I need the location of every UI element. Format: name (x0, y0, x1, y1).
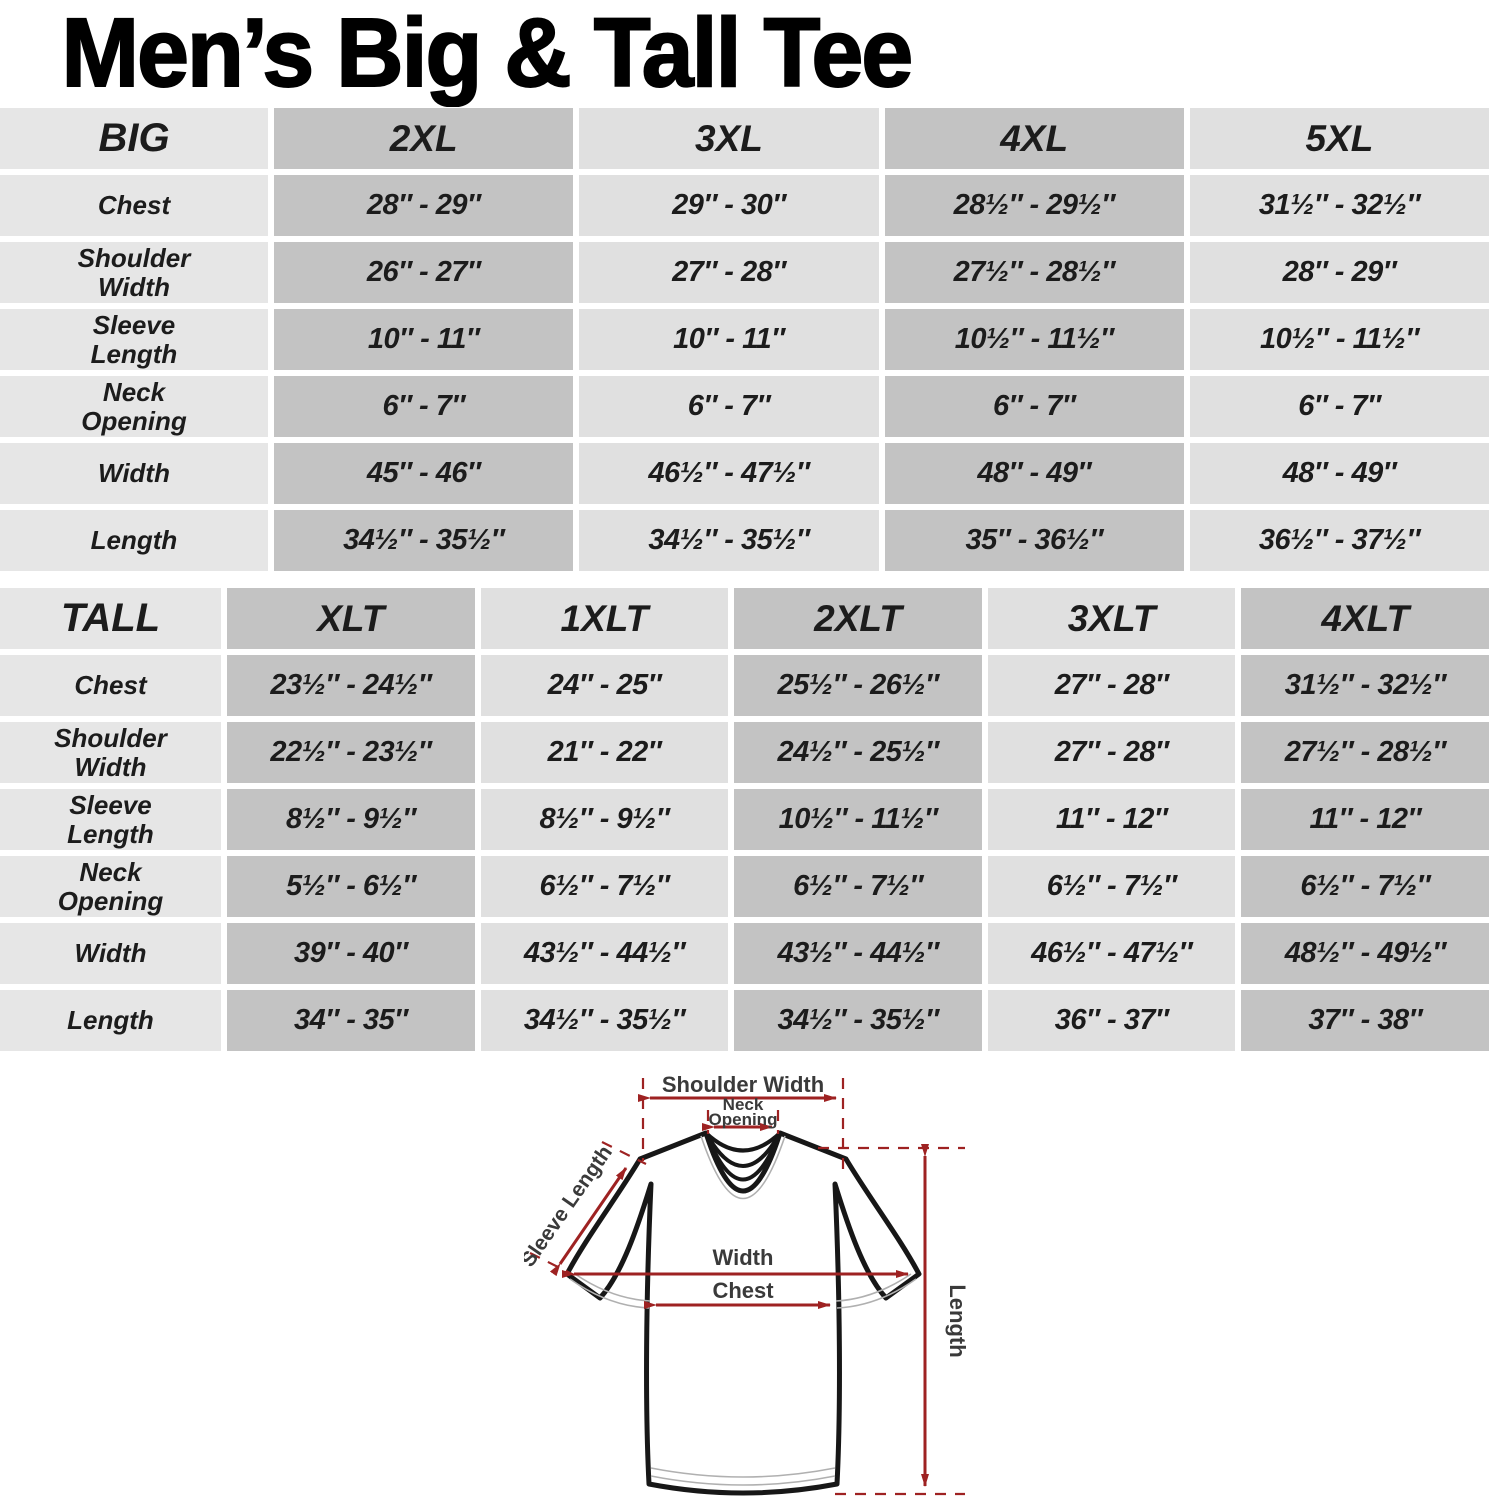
row-label: Length (0, 990, 221, 1051)
size-cell: 6″ - 7″ (274, 376, 574, 437)
page-title: Men’s Big & Tall Tee (60, 0, 914, 107)
size-cell: 23½″ - 24½″ (227, 655, 475, 716)
size-cell: 48″ - 49″ (884, 443, 1184, 504)
size-cell: 8½″ - 9½″ (227, 789, 475, 850)
size-cell: 6½″ - 7½″ (480, 856, 729, 917)
neck-opening-label-line2: Opening (709, 1110, 778, 1129)
size-cell: 45″ - 46″ (274, 443, 574, 504)
neck-opening-label-line1: Neck (723, 1095, 764, 1114)
shoulder-width-label: Shoulder Width (662, 1072, 824, 1097)
size-cell: 5½″ - 6½″ (227, 856, 475, 917)
size-cell: 11″ - 12″ (987, 789, 1236, 850)
length-label: Length (945, 1284, 970, 1357)
size-cell: 39″ - 40″ (227, 923, 475, 984)
size-cell: 6″ - 7″ (884, 376, 1184, 437)
size-cell: 6½″ - 7½″ (987, 856, 1236, 917)
size-table-name: BIG (0, 108, 268, 169)
row-label: Chest (0, 175, 268, 236)
size-cell: 6½″ - 7½″ (734, 856, 982, 917)
size-cell: 10″ - 11″ (274, 309, 574, 370)
size-cell: 36½″ - 37½″ (1189, 510, 1489, 571)
size-cell: 46½″ - 47½″ (987, 923, 1236, 984)
row-label: Length (0, 510, 268, 571)
size-cell: 21″ - 22″ (480, 722, 729, 783)
row-label: Sleeve Length (0, 309, 268, 370)
size-column-header: 5XL (1189, 108, 1489, 169)
size-cell: 34½″ - 35½″ (480, 990, 729, 1051)
size-cell: 27″ - 28″ (987, 655, 1236, 716)
size-cell: 34½″ - 35½″ (734, 990, 982, 1051)
size-cell: 24″ - 25″ (480, 655, 729, 716)
size-cell: 34″ - 35″ (227, 990, 475, 1051)
size-cell: 36″ - 37″ (987, 990, 1236, 1051)
size-cell: 10½″ - 11½″ (884, 309, 1184, 370)
size-cell: 46½″ - 47½″ (579, 443, 879, 504)
row-label: Chest (0, 655, 221, 716)
row-label: Width (0, 923, 221, 984)
tee-outline (564, 1130, 922, 1496)
size-cell: 6″ - 7″ (1189, 376, 1489, 437)
size-table-name: TALL (0, 588, 221, 649)
size-cell: 24½″ - 25½″ (734, 722, 982, 783)
size-cell: 43½″ - 44½″ (734, 923, 982, 984)
size-cell: 27½″ - 28½″ (884, 242, 1184, 303)
size-cell: 28″ - 29″ (274, 175, 574, 236)
size-cell: 27″ - 28″ (987, 722, 1236, 783)
row-label: Shoulder Width (0, 242, 268, 303)
size-cell: 10½″ - 11½″ (734, 789, 982, 850)
size-cell: 22½″ - 23½″ (227, 722, 475, 783)
size-cell: 48″ - 49″ (1189, 443, 1489, 504)
row-label: Shoulder Width (0, 722, 221, 783)
size-cell: 37″ - 38″ (1241, 990, 1489, 1051)
size-cell: 31½″ - 32½″ (1241, 655, 1489, 716)
row-label: Width (0, 443, 268, 504)
size-cell: 11″ - 12″ (1241, 789, 1489, 850)
row-label: Sleeve Length (0, 789, 221, 850)
size-cell: 25½″ - 26½″ (734, 655, 982, 716)
tee-measurement-diagram: Shoulder Width Neck Opening Sleeve Lengt… (516, 1068, 986, 1500)
width-label: Width (713, 1245, 774, 1270)
size-cell: 34½″ - 35½″ (274, 510, 574, 571)
size-cell: 6″ - 7″ (579, 376, 879, 437)
tee-stitching (569, 1135, 917, 1486)
size-column-header: 4XL (884, 108, 1184, 169)
row-label: Neck Opening (0, 376, 268, 437)
tall-size-table: TALL XLT 1XLT 2XLT 3XLT 4XLT Chest 23½″ - 24½″ 2… (0, 588, 1489, 1051)
size-column-header: 2XLT (734, 588, 982, 649)
size-column-header: 3XL (579, 108, 879, 169)
size-cell: 8½″ - 9½″ (480, 789, 729, 850)
dimension-arrows (549, 1094, 929, 1487)
size-cell: 28½″ - 29½″ (884, 175, 1184, 236)
chest-label: Chest (712, 1278, 774, 1303)
size-cell: 29″ - 30″ (579, 175, 879, 236)
size-column-header: XLT (227, 588, 475, 649)
row-label: Neck Opening (0, 856, 221, 917)
size-cell: 43½″ - 44½″ (480, 923, 729, 984)
size-cell: 28″ - 29″ (1189, 242, 1489, 303)
size-cell: 6½″ - 7½″ (1241, 856, 1489, 917)
size-cell: 10″ - 11″ (579, 309, 879, 370)
big-size-table: BIG 2XL 3XL 4XL 5XL Chest 28″ - 29″ 29″ - 30″ 28… (0, 108, 1489, 571)
sleeve-length-arrow (549, 1167, 628, 1277)
size-column-header: 1XLT (480, 588, 729, 649)
tee-diagram-svg: Shoulder Width Neck Opening Sleeve Lengt… (516, 1072, 970, 1496)
size-column-header: 2XL (274, 108, 574, 169)
size-cell: 27″ - 28″ (579, 242, 879, 303)
sleeve-top-tick (601, 1141, 647, 1165)
size-cell: 26″ - 27″ (274, 242, 574, 303)
size-column-header: 4XLT (1241, 588, 1489, 649)
size-cell: 27½″ - 28½″ (1241, 722, 1489, 783)
size-cell: 10½″ - 11½″ (1189, 309, 1489, 370)
size-cell: 31½″ - 32½″ (1189, 175, 1489, 236)
size-cell: 34½″ - 35½″ (579, 510, 879, 571)
size-column-header: 3XLT (987, 588, 1236, 649)
size-cell: 35″ - 36½″ (884, 510, 1184, 571)
size-cell: 48½″ - 49½″ (1241, 923, 1489, 984)
